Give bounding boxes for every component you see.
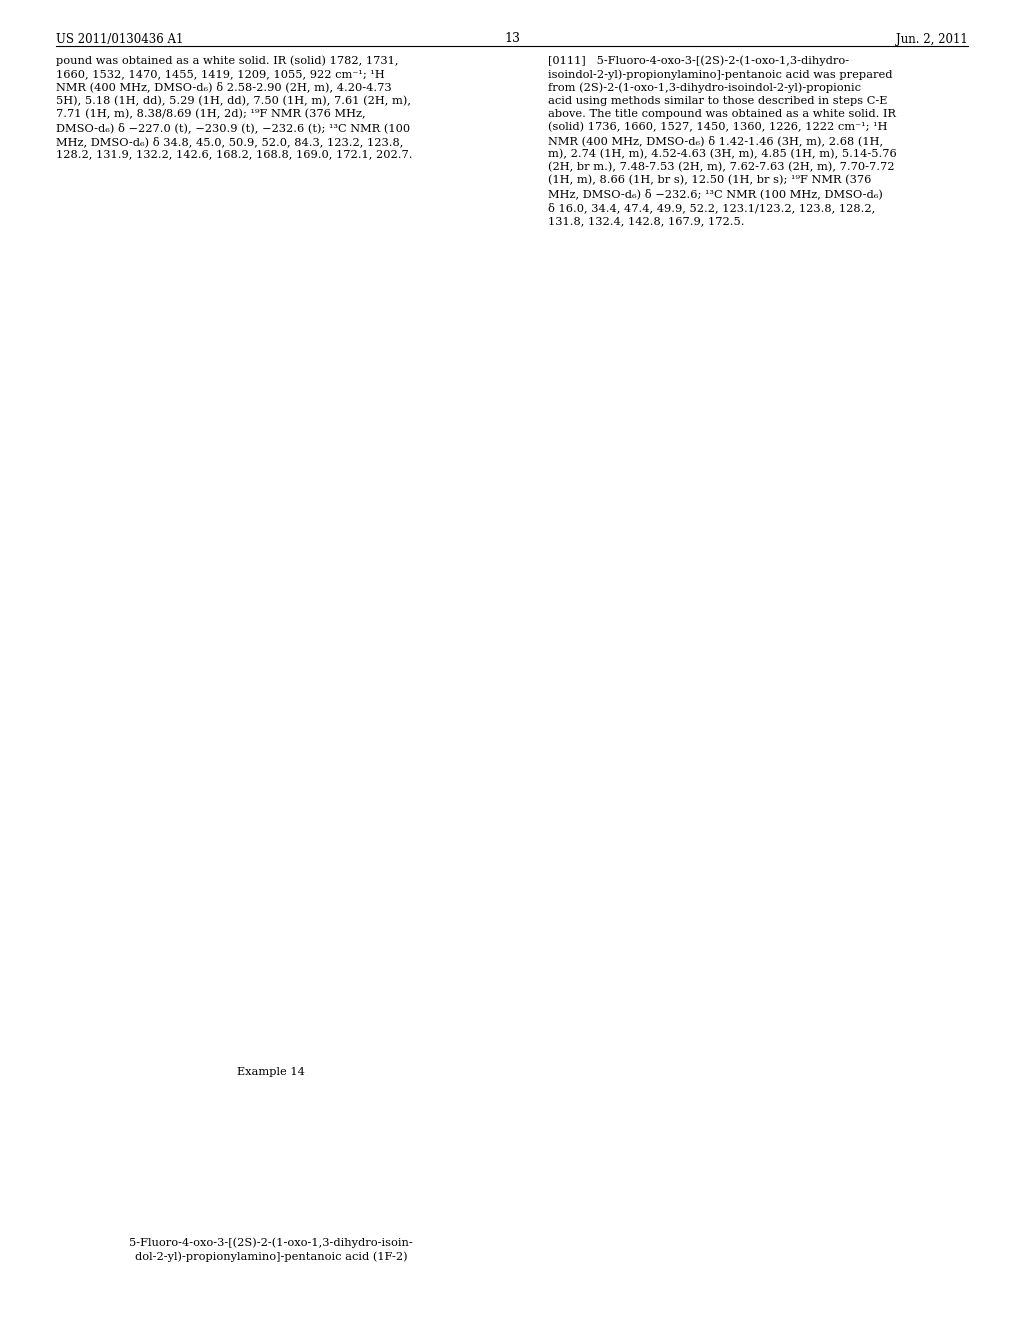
Text: 5-Fluoro-4-oxo-3-[(2S)-2-(1-oxo-1,3-dihydro-isoin-
dol-2-yl)-propionylamino]-pen: 5-Fluoro-4-oxo-3-[(2S)-2-(1-oxo-1,3-dihy… <box>129 1238 414 1262</box>
Text: US 2011/0130436 A1: US 2011/0130436 A1 <box>56 33 183 46</box>
Text: 13: 13 <box>504 32 520 45</box>
Text: Example 14: Example 14 <box>238 1067 305 1077</box>
Text: [0111]   5-Fluoro-4-oxo-3-[(2S)-2-(1-oxo-1,3-dihydro-
isoindol-2-yl)-propionylam: [0111] 5-Fluoro-4-oxo-3-[(2S)-2-(1-oxo-1… <box>548 55 897 226</box>
Text: Jun. 2, 2011: Jun. 2, 2011 <box>896 33 968 46</box>
Text: pound was obtained as a white solid. IR (solid) 1782, 1731,
1660, 1532, 1470, 14: pound was obtained as a white solid. IR … <box>56 55 413 160</box>
